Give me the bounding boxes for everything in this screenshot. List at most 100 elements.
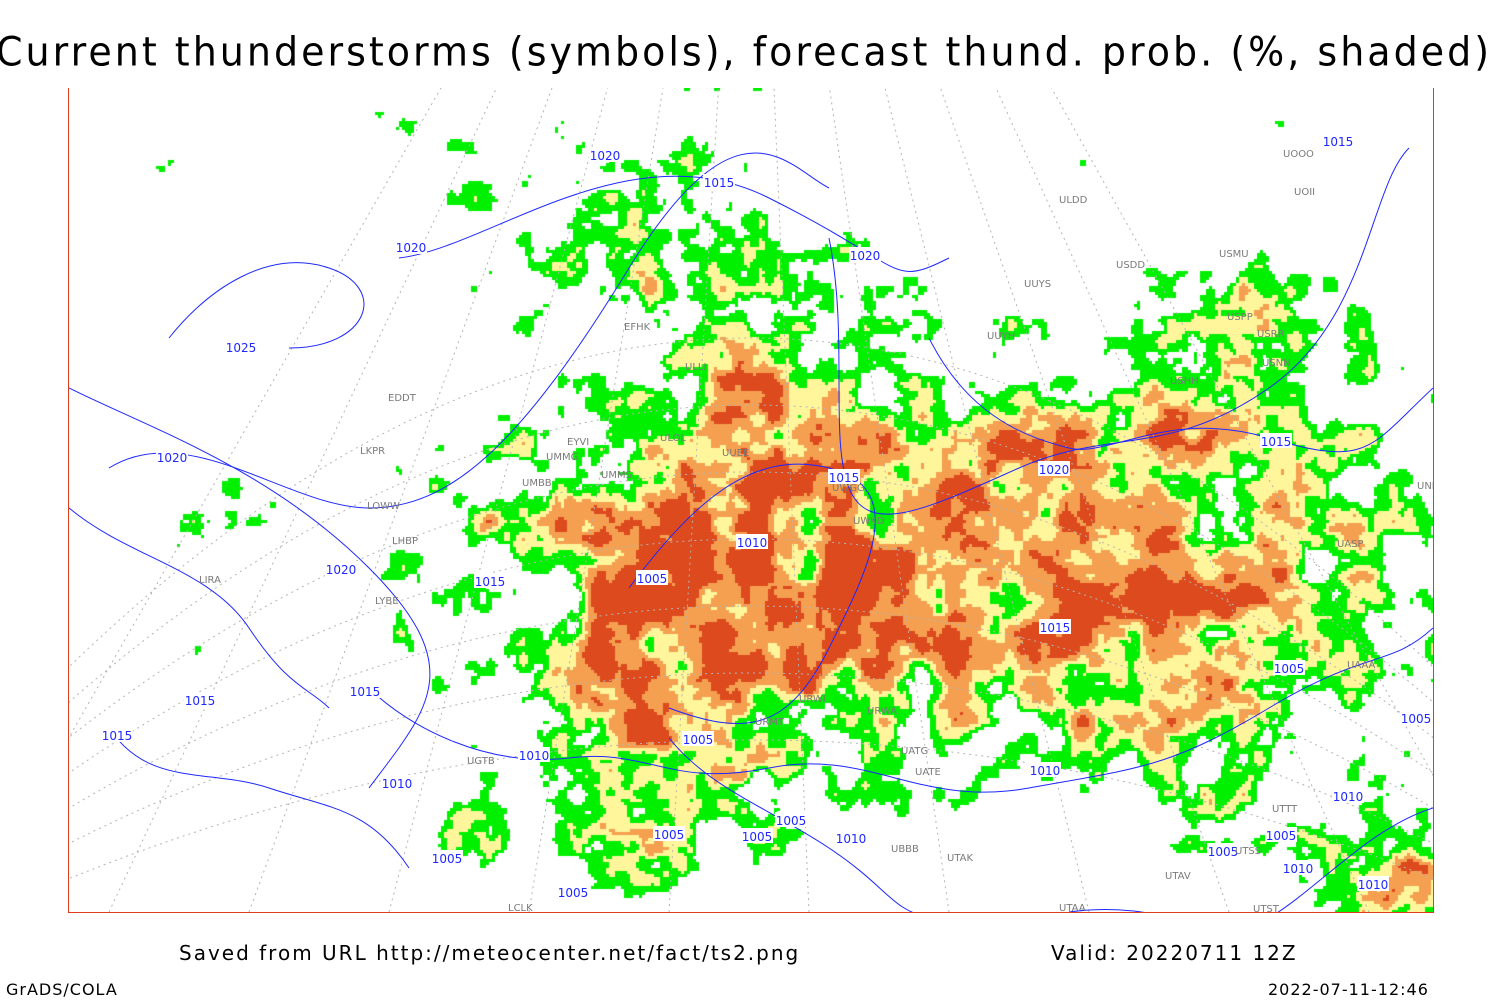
isobar-label: 1025 [225,339,257,355]
isobar-label: 1005 [1400,710,1432,726]
isobar-label: 1005 [1265,827,1297,843]
station-label: UMBB [522,478,552,489]
isobar-label: 1005 [636,570,668,586]
svg-text:1005: 1005 [683,733,714,747]
svg-text:1005: 1005 [637,572,668,586]
isobar-line [108,727,410,869]
valid-time-text: Valid: 20220711 12Z [1051,941,1298,965]
isobar-line [69,387,431,789]
longitude-line [69,88,442,739]
svg-text:1015: 1015 [1323,135,1354,149]
isobar-label: 1010 [1282,860,1314,876]
station-label: UNBB [1417,481,1433,492]
svg-text:1005: 1005 [1274,662,1305,676]
station-label: UUYH [987,331,1015,342]
isobar-label: 1005 [653,826,685,842]
station-label: UTTT [1272,804,1298,815]
svg-text:1010: 1010 [1283,862,1314,876]
isobar-label: 1005 [431,850,463,866]
svg-text:1010: 1010 [737,536,768,550]
station-label: UTAK [947,853,973,864]
longitude-line [884,88,1090,912]
longitude-line [773,88,810,912]
station-label: LOWW [367,501,400,512]
svg-text:1005: 1005 [1208,845,1239,859]
station-label: EYVI [567,437,589,448]
svg-text:1010: 1010 [519,749,550,763]
station-label: LIRA [199,575,221,586]
isobar-label: 1020 [325,561,357,577]
station-label: UATE [915,767,941,778]
station-label: UASP [1337,539,1364,550]
software-credit: GrADS/COLA [6,980,118,999]
isobar-label: 1020 [849,247,881,263]
isobar-line [69,507,330,709]
svg-text:1020: 1020 [1039,463,1070,477]
station-label: LHBP [392,536,418,547]
station-label: UUYS [1024,279,1051,290]
thunderstorm-probability-map: 1020 1015 1020 1020 1015 1025 1020 1015 1020 1015… [68,88,1434,913]
svg-text:1020: 1020 [157,451,188,465]
isobar-line [928,337,1433,453]
station-label: ULDD [1059,195,1088,206]
isobar-label: 1015 [184,692,216,708]
probability-shading [69,88,1433,912]
svg-text:1015: 1015 [1040,621,1071,635]
isobar-label: 1020 [1038,461,1070,477]
svg-text:1010: 1010 [1358,878,1389,892]
station-label: USRR [1257,329,1285,340]
station-label: URWA [867,706,897,717]
isobar-label: 1015 [349,683,381,699]
isobar-label: 1010 [1357,876,1389,892]
station-label: UBBB [891,844,919,855]
station-label: USMU [1219,249,1249,260]
latitude-line [69,739,1433,880]
station-label: USHH [1170,376,1199,387]
station-label: UTAA [1059,903,1086,912]
latitude-line [69,605,1433,809]
station-label: UATG [901,746,928,757]
isobar-label: 1005 [682,731,714,747]
longitude-line [388,88,608,912]
svg-text:1015: 1015 [102,729,133,743]
svg-text:1015: 1015 [829,471,860,485]
latitude-line [69,337,1433,668]
isobar-label: 1005 [741,828,773,844]
longitude-line [248,88,553,912]
longitude-line [995,88,1370,912]
isobar-label: 1015 [703,174,735,190]
isobar-line [368,627,1433,793]
station-label: UOOO [1283,149,1314,160]
isobar-line [398,175,950,272]
isobar-label: 1015 [474,573,506,589]
svg-text:1005: 1005 [742,830,773,844]
svg-text:1005: 1005 [432,852,463,866]
isobar-label: 1015 [101,727,133,743]
map-overlay: 1020 1015 1020 1020 1015 1025 1020 1015 1020 1015… [69,88,1433,912]
isobar-label: 1010 [835,830,867,846]
station-label: UTAV [1165,871,1191,882]
station-label: UWGG [832,483,865,494]
isobar-label: 1015 [1039,619,1071,635]
isobar-label: 1010 [736,534,768,550]
station-label: URWI [799,694,826,705]
isobar-label: 1010 [1332,788,1364,804]
generated-timestamp: 2022-07-11-12:46 [1268,980,1429,999]
isobar-line [628,463,876,725]
svg-text:1020: 1020 [850,249,881,263]
svg-text:1010: 1010 [836,832,867,846]
latitude-line [69,404,1433,704]
source-url-text: Saved from URL http://meteocenter.net/fa… [179,941,801,965]
station-label: UMMS [601,470,632,481]
isobar-label: 1010 [518,747,550,763]
isobar-line [1068,807,1433,912]
svg-text:1005: 1005 [558,886,589,900]
station-label: ULOL [660,433,686,444]
station-label: UOII [1294,187,1315,198]
isobar-label: 1005 [1207,843,1239,859]
svg-text:1005: 1005 [1266,829,1297,843]
longitude-line [668,88,719,912]
svg-text:1005: 1005 [1401,712,1432,726]
svg-text:1015: 1015 [350,685,381,699]
isobar-label: 1015 [1260,433,1292,449]
